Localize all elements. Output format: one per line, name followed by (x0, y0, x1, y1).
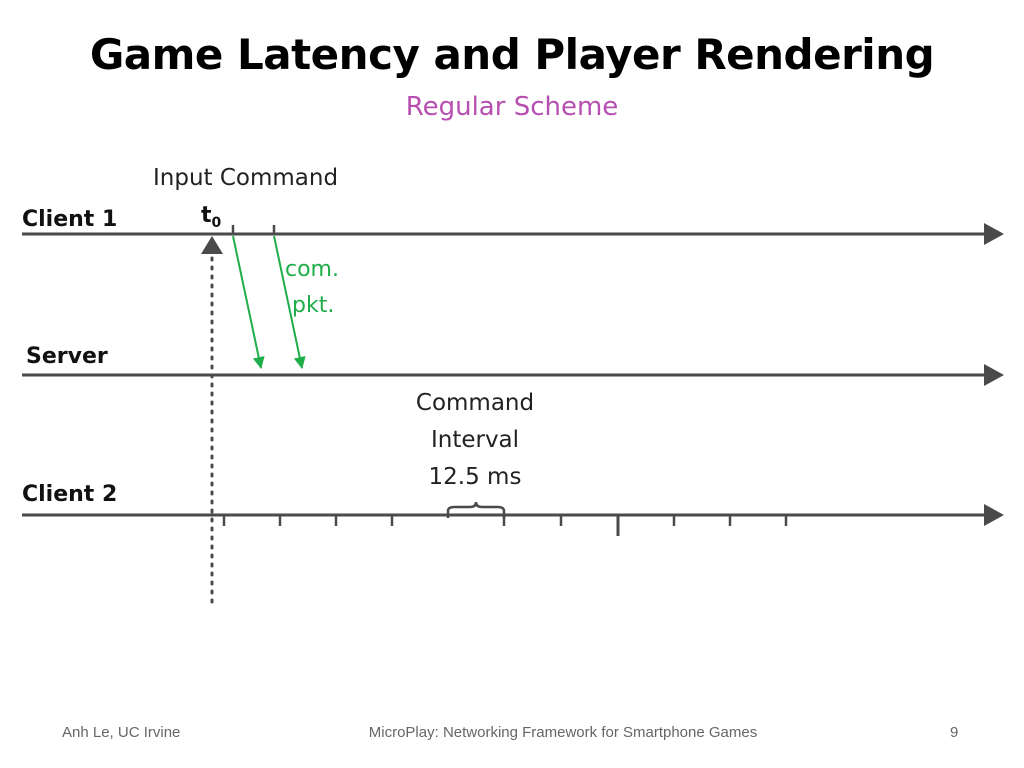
server-timeline-arrowhead (984, 364, 1004, 386)
lane-label-client-2: Client 2 (22, 482, 117, 507)
command-packet-arrow (232, 235, 265, 369)
command-packet-arrow (273, 235, 306, 369)
client-1-timeline-arrowhead (984, 223, 1004, 245)
client-2-timeline-arrowhead (984, 504, 1004, 526)
interval-brace (446, 501, 506, 518)
input-command-label: Input Command (153, 165, 338, 191)
interval-label-line-2: Interval (431, 427, 519, 453)
footer-page-number: 9 (950, 724, 959, 741)
interval-label-line-1: Command (416, 390, 534, 416)
t0-label: t0 (201, 203, 222, 231)
input-marker-triangle (201, 236, 223, 254)
interval-label-line-3: 12.5 ms (429, 464, 522, 490)
lane-label-client-1: Client 1 (22, 207, 117, 232)
slide-title: Game Latency and Player Rendering (89, 30, 935, 79)
footer-talk-title: MicroPlay: Networking Framework for Smar… (368, 724, 758, 741)
slide-subtitle: Regular Scheme (405, 92, 619, 122)
packet-label-line-1: com. (285, 257, 339, 282)
packet-label-line-2: pkt. (292, 293, 334, 318)
lane-label-server: Server (26, 344, 108, 369)
footer-author: Anh Le, UC Irvine (62, 724, 181, 741)
